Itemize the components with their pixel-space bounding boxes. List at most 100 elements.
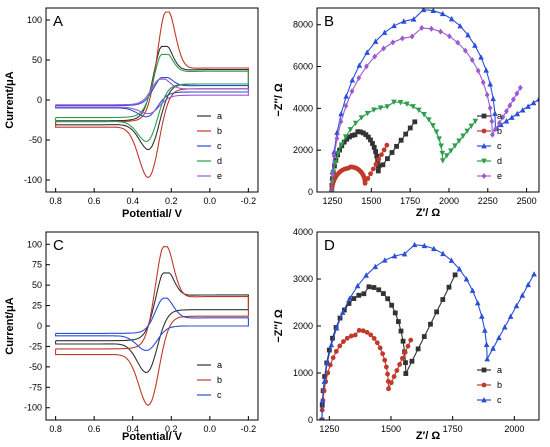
data-point-c <box>430 8 437 14</box>
legend-label-a: a <box>217 111 222 121</box>
data-point-a <box>376 287 382 293</box>
data-point-d <box>377 105 384 111</box>
x-tick-label: 0.0 <box>204 196 217 206</box>
x-tick-label: -0.2 <box>241 424 257 434</box>
data-point-a <box>395 319 401 324</box>
data-point-b <box>333 348 339 354</box>
legend-label-a: a <box>497 365 502 375</box>
data-point-b <box>337 343 343 349</box>
x-tick-label: 1250 <box>323 196 343 206</box>
series-line-b <box>321 329 412 420</box>
data-point-e <box>475 67 481 74</box>
series-line-c <box>331 9 539 192</box>
data-point-d <box>439 158 446 164</box>
x-axis-title: Potential/ V <box>122 431 183 443</box>
data-point-c <box>349 77 356 83</box>
data-point-c <box>331 148 337 155</box>
data-point-e <box>381 45 386 52</box>
data-point-c <box>391 22 397 29</box>
data-point-b <box>365 176 371 181</box>
data-point-d <box>384 104 391 110</box>
legend-label-c: c <box>497 395 502 405</box>
data-point-a <box>371 285 377 290</box>
data-point-b <box>381 147 387 153</box>
data-point-c <box>484 355 490 362</box>
legend: abc <box>197 360 222 400</box>
data-point-c <box>321 378 328 384</box>
data-point-a <box>370 141 375 146</box>
data-point-e <box>329 170 335 177</box>
data-point-a <box>389 150 395 155</box>
y-tick-label: 0 <box>308 415 313 425</box>
data-point-e <box>510 96 516 103</box>
data-point-d <box>472 118 479 125</box>
series-group <box>55 11 249 179</box>
data-point-d <box>335 151 341 157</box>
data-point-c <box>519 292 526 298</box>
legend-label-a: a <box>497 111 502 121</box>
data-point-b <box>352 332 358 338</box>
y-tick-label: 1000 <box>293 368 313 378</box>
data-point-c <box>479 313 485 319</box>
series-line-d <box>331 101 476 192</box>
data-point-c <box>483 341 490 347</box>
data-point-b <box>368 171 373 177</box>
x-tick-label: 1750 <box>443 424 463 434</box>
data-point-d <box>439 150 446 157</box>
y-tick-label: 0 <box>37 95 42 105</box>
series-group <box>328 8 539 192</box>
data-point-a <box>434 309 440 315</box>
data-point-b <box>402 349 408 355</box>
data-point-e <box>500 114 506 121</box>
data-point-d <box>415 107 422 114</box>
legend-label-a: a <box>217 360 222 370</box>
legend-label-e: e <box>217 171 222 181</box>
data-point-c <box>525 281 532 288</box>
data-point-c <box>372 263 379 270</box>
data-point-c <box>525 103 531 109</box>
x-tick-label: 0.2 <box>165 196 178 206</box>
panel-c: 0.8 0.6 0.4 0.2 0.0 -0.2 -100 -75 -50 -25 0 25 50 75 1… <box>4 231 259 443</box>
data-point-a <box>365 134 371 140</box>
data-point-d <box>404 101 410 107</box>
data-point-c <box>391 252 398 259</box>
data-point-a <box>349 133 355 138</box>
data-point-c <box>448 15 455 22</box>
data-point-e <box>455 39 461 46</box>
data-point-d <box>410 104 416 110</box>
data-point-e <box>372 53 378 60</box>
data-point-b <box>374 340 380 346</box>
data-point-c <box>490 345 496 351</box>
data-point-c <box>531 271 537 277</box>
data-point-d <box>468 123 475 130</box>
data-point-e <box>480 79 486 86</box>
x-tick-label: 1750 <box>400 196 420 206</box>
legend-marker-b <box>481 382 487 388</box>
panel-letter: B <box>324 13 334 30</box>
data-point-a <box>346 301 352 306</box>
data-point-c <box>356 62 363 68</box>
data-point-a <box>428 321 433 327</box>
x-tick-label: 2000 <box>504 424 524 434</box>
series-line-b <box>55 246 249 406</box>
data-point-d <box>444 153 450 159</box>
data-point-e <box>469 57 475 64</box>
x-tick-label: 0.4 <box>126 424 139 434</box>
data-point-a <box>385 156 390 162</box>
x-axis-title: Potential/ V <box>122 208 183 220</box>
data-point-c <box>478 54 484 60</box>
data-point-c <box>339 309 346 315</box>
data-point-b <box>385 371 390 377</box>
data-point-c <box>328 341 335 348</box>
data-point-c <box>490 95 496 102</box>
data-point-e <box>487 105 493 112</box>
data-point-b <box>360 328 366 334</box>
data-point-a <box>440 297 446 302</box>
y-tick-label: 50 <box>32 55 42 65</box>
data-point-a <box>394 143 399 149</box>
data-point-d <box>430 123 436 129</box>
y-tick-label: 100 <box>27 239 42 249</box>
data-point-b <box>330 355 336 361</box>
